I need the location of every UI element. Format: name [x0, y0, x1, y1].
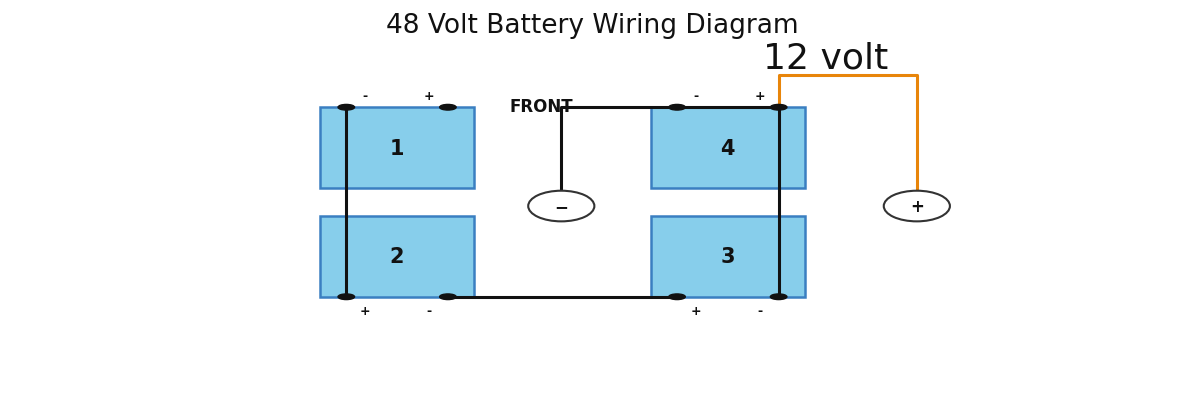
- Circle shape: [439, 105, 456, 111]
- Text: 12 volt: 12 volt: [764, 42, 888, 75]
- Text: 48 Volt Battery Wiring Diagram: 48 Volt Battery Wiring Diagram: [386, 13, 798, 39]
- Text: +: +: [909, 198, 924, 215]
- Circle shape: [771, 294, 787, 300]
- FancyBboxPatch shape: [321, 108, 474, 188]
- Text: 3: 3: [721, 247, 735, 267]
- Text: -: -: [694, 90, 699, 102]
- Circle shape: [771, 105, 787, 111]
- Text: 2: 2: [390, 247, 405, 267]
- Circle shape: [339, 294, 354, 300]
- Text: +: +: [360, 305, 371, 318]
- Ellipse shape: [528, 191, 594, 222]
- Text: -: -: [758, 305, 762, 318]
- Ellipse shape: [883, 191, 950, 222]
- Text: 4: 4: [721, 138, 735, 158]
- Text: +: +: [754, 90, 765, 102]
- FancyBboxPatch shape: [651, 108, 805, 188]
- Circle shape: [669, 105, 686, 111]
- Text: 1: 1: [390, 138, 405, 158]
- Circle shape: [339, 105, 354, 111]
- Text: -: -: [362, 90, 368, 102]
- Text: +: +: [424, 90, 435, 102]
- Text: +: +: [690, 305, 701, 318]
- Circle shape: [669, 294, 686, 300]
- Text: −: −: [554, 198, 568, 215]
- FancyBboxPatch shape: [651, 217, 805, 297]
- Text: FRONT: FRONT: [509, 98, 573, 116]
- Circle shape: [439, 294, 456, 300]
- FancyBboxPatch shape: [321, 217, 474, 297]
- Text: -: -: [426, 305, 431, 318]
